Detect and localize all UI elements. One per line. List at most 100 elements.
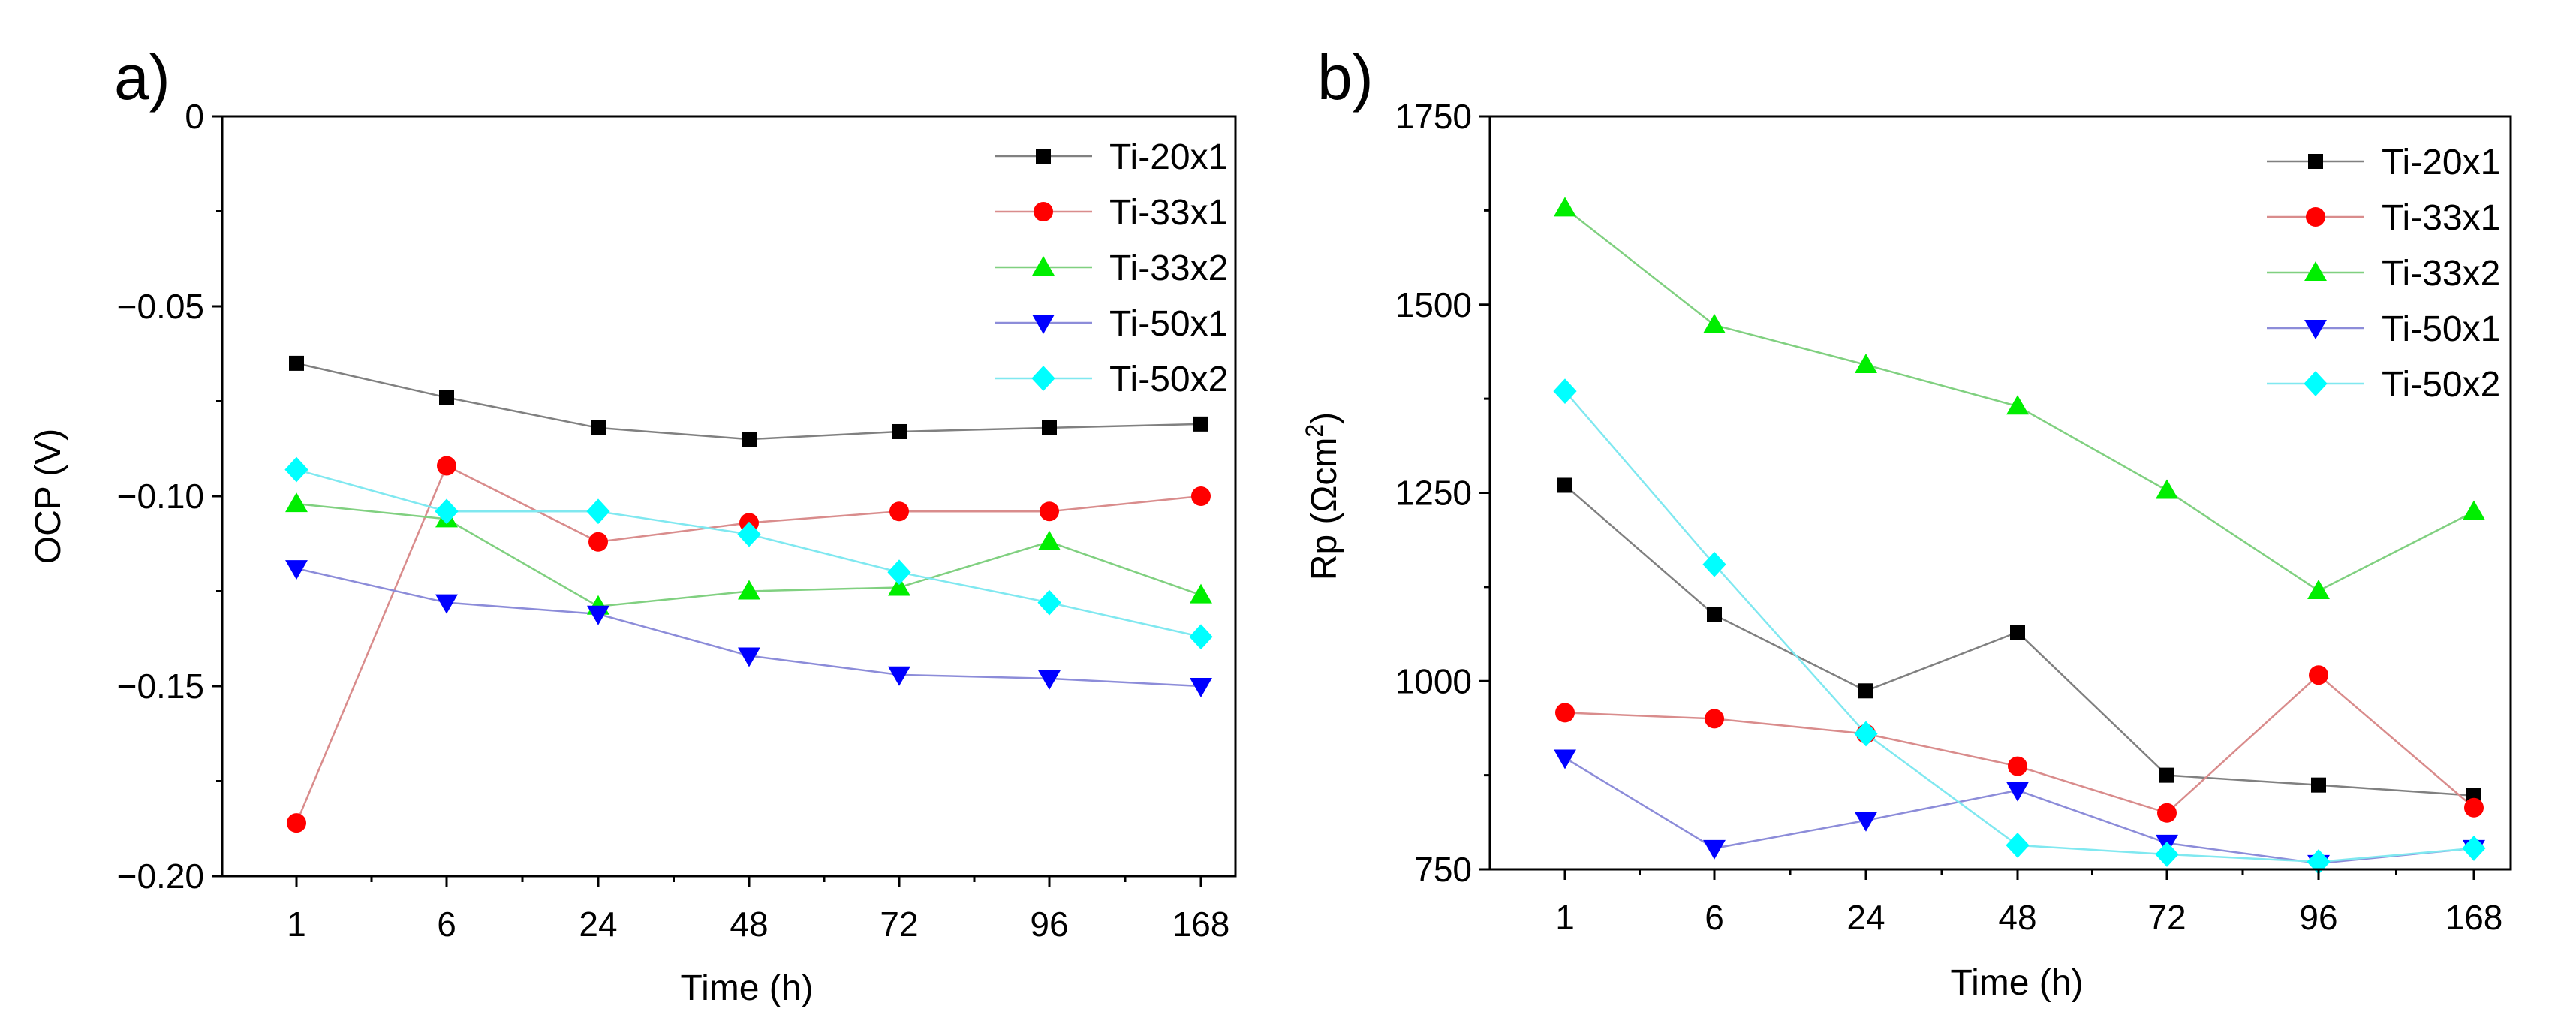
data-point-ti-50x2	[1189, 624, 1213, 650]
data-point-ti-50x2	[2155, 842, 2179, 867]
legend-label: Ti-20x1	[2382, 143, 2500, 182]
data-point-ti-50x2	[1553, 378, 1577, 404]
x-tick-label: 48	[1998, 898, 2036, 937]
panel-a-axis-ticks	[212, 115, 1202, 887]
data-point-ti-50x1	[888, 666, 910, 686]
y-tick-label: −0.20	[117, 857, 204, 896]
data-point-ti-33x1	[588, 532, 608, 552]
y-tick-label: −0.10	[117, 477, 204, 516]
panel-b-label: b)	[1317, 42, 1374, 113]
data-point-ti-50x2	[1854, 721, 1878, 747]
data-point-ti-33x2	[1703, 313, 1726, 333]
data-point-ti-20x1	[439, 390, 454, 405]
data-point-ti-50x1	[1703, 839, 1726, 860]
x-tick-label: 6	[437, 905, 456, 944]
data-point-ti-33x2	[285, 492, 308, 513]
x-tick-label: 24	[579, 905, 617, 944]
data-point-ti-50x1	[1190, 677, 1212, 697]
panel-b-x-tick-labels: 1 6 24 48 72 96 168	[1555, 898, 2502, 937]
x-tick-label: 96	[2299, 898, 2337, 937]
panel-a-x-tick-labels: 1 6 24 48 72 96 168	[287, 905, 1229, 944]
data-point-ti-50x2	[1702, 551, 1726, 577]
panel-a-legend: Ti-20x1 Ti-33x1 Ti-33x2 Ti-50x1 Ti-50x2	[995, 137, 1228, 399]
data-point-ti-33x1	[2309, 665, 2328, 685]
panel-a-ocp-chart: a) 0 −0.05 −0.10 −0.15 −0.20 1 6 24 48 72 96 168 T…	[29, 42, 1237, 1008]
x-tick-label: 48	[730, 905, 768, 944]
x-tick-label: 24	[1846, 898, 1885, 937]
data-point-ti-50x1	[587, 605, 609, 625]
panel-b-y-axis-title-main: Rp (Ωcm	[1305, 438, 1344, 581]
x-tick-label: 72	[880, 905, 918, 944]
panel-a-label: a)	[114, 42, 170, 113]
x-tick-label: 96	[1030, 905, 1068, 944]
data-point-ti-20x1	[1557, 477, 1572, 493]
legend-marker	[1032, 314, 1055, 334]
y-tick-label: 1250	[1395, 474, 1472, 513]
legend-label: Ti-33x2	[2382, 254, 2500, 294]
data-point-ti-50x1	[285, 560, 308, 580]
data-point-ti-33x1	[2008, 756, 2027, 776]
data-point-ti-33x1	[2464, 797, 2484, 818]
y-tick-label: 1500	[1395, 285, 1472, 324]
panel-b-legend: Ti-20x1 Ti-33x1 Ti-33x2 Ti-50x1 Ti-50x2	[2267, 143, 2500, 405]
data-point-ti-33x2	[738, 580, 760, 600]
data-point-ti-33x1	[2157, 803, 2177, 823]
legend-marker	[2304, 319, 2327, 339]
data-point-ti-20x1	[2159, 767, 2174, 783]
legend-marker	[2304, 371, 2328, 396]
legend-label: Ti-33x1	[1109, 193, 1228, 233]
y-tick-label: 750	[1414, 850, 1472, 889]
data-point-ti-50x2	[887, 559, 911, 586]
legend-marker	[1034, 202, 1053, 221]
data-point-ti-50x2	[737, 521, 761, 547]
legend-marker	[1031, 366, 1055, 391]
legend-label: Ti-50x2	[1109, 360, 1228, 399]
x-tick-label: 1	[1555, 898, 1575, 937]
data-point-ti-20x1	[1042, 420, 1057, 435]
data-point-ti-50x1	[1554, 749, 1576, 769]
panel-a-x-axis-title: Time (h)	[681, 968, 814, 1008]
legend-label: Ti-20x1	[1109, 137, 1228, 177]
data-point-ti-50x1	[1855, 812, 1877, 832]
legend-label: Ti-50x1	[1109, 304, 1228, 344]
y-tick-label: 1750	[1395, 97, 1472, 136]
data-point-ti-50x1	[435, 594, 458, 614]
data-point-ti-50x1	[1038, 670, 1061, 690]
data-point-ti-50x2	[1037, 589, 1061, 616]
data-point-ti-33x2	[1038, 530, 1061, 550]
data-point-ti-33x1	[1555, 703, 1575, 723]
data-point-ti-20x1	[1707, 607, 1722, 622]
data-point-ti-50x2	[2006, 833, 2030, 858]
x-tick-label: 168	[1172, 905, 1230, 944]
panel-a-series-markers	[284, 355, 1213, 833]
panel-a-y-axis-title: OCP (V)	[29, 429, 68, 564]
data-point-ti-50x2	[2307, 849, 2331, 875]
data-point-ti-33x1	[1705, 709, 1724, 729]
data-point-ti-50x1	[738, 647, 760, 667]
data-point-ti-20x1	[2311, 777, 2326, 793]
panel-b-series-markers	[1553, 197, 2486, 875]
data-point-ti-33x1	[287, 813, 306, 833]
legend-label: Ti-33x1	[2382, 198, 2500, 238]
data-point-ti-33x2	[1554, 197, 1576, 217]
legend-label: Ti-50x2	[2382, 365, 2500, 405]
panel-b-y-tick-labels: 1750 1500 1250 1000 750	[1395, 97, 1472, 889]
x-tick-label: 6	[1705, 898, 1724, 937]
data-point-ti-33x2	[2006, 395, 2029, 415]
data-point-ti-33x2	[2156, 479, 2178, 499]
data-point-ti-20x1	[1193, 416, 1208, 432]
data-point-ti-20x1	[892, 423, 907, 439]
data-point-ti-33x2	[1190, 583, 1212, 604]
data-point-ti-20x1	[591, 420, 606, 435]
panel-b-y-axis-title: Rp (Ωcm2)	[1301, 412, 1344, 580]
panel-b-axis-ticks	[1479, 115, 2475, 880]
panel-b-rp-chart: b) 1750 1500 1250 1000 750 1 6 24 48 72 96 168 Tim…	[1301, 42, 2512, 1003]
legend-marker	[1032, 256, 1055, 276]
data-point-ti-20x1	[289, 355, 304, 371]
data-point-ti-50x2	[586, 498, 610, 525]
data-point-ti-33x2	[888, 576, 910, 596]
data-point-ti-33x1	[1191, 486, 1211, 506]
panel-b-x-axis-title: Time (h)	[1951, 963, 2084, 1003]
legend-marker	[2308, 154, 2323, 169]
